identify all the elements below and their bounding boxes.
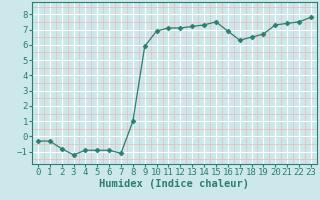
X-axis label: Humidex (Indice chaleur): Humidex (Indice chaleur) <box>100 179 249 189</box>
